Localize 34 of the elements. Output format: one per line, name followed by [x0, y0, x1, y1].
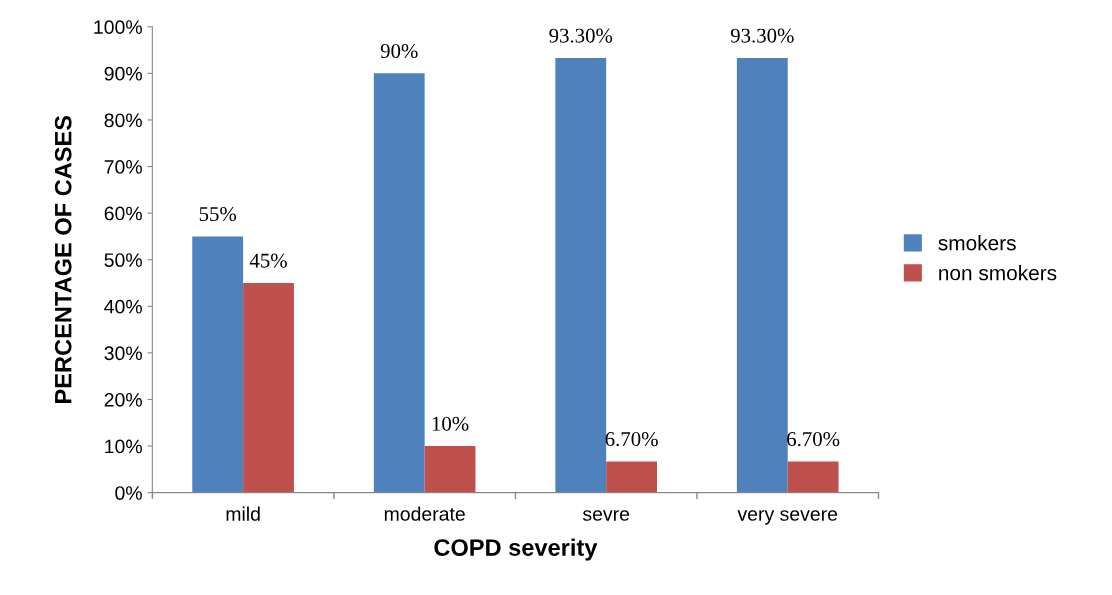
legend-label: smokers	[938, 235, 1016, 251]
x-axis-title: COPD severity	[434, 538, 598, 561]
bar	[243, 283, 294, 493]
y-axis-title: PERCENTAGE OF CASES	[54, 115, 72, 403]
y-tick-label: 0%	[115, 486, 142, 500]
data-label: 6.70%	[787, 432, 840, 447]
data-label: 90%	[380, 43, 418, 59]
bar	[192, 236, 244, 493]
y-tick-label: 50%	[104, 253, 142, 267]
y-tick-label: 70%	[104, 160, 142, 174]
data-label: 93.30%	[549, 28, 613, 43]
data-label: 45%	[249, 253, 287, 268]
data-label: 10%	[432, 416, 469, 431]
x-tick-label: mild	[226, 506, 260, 521]
legend-label: non smokers	[939, 265, 1057, 281]
data-label: 55%	[199, 207, 237, 222]
bar	[736, 57, 788, 493]
bar	[606, 461, 658, 493]
bar	[373, 73, 425, 493]
y-tick-label: 10%	[105, 439, 142, 454]
data-label: 93.30%	[730, 28, 794, 43]
x-tick-label: sevre	[582, 510, 630, 521]
y-tick-label: 80%	[104, 113, 142, 128]
x-tick-label: very severe	[737, 510, 838, 525]
y-tick-label: 90%	[104, 66, 142, 81]
bar	[424, 446, 476, 493]
y-tick-label: 60%	[104, 206, 142, 221]
y-tick-label: 100%	[94, 20, 142, 35]
bar	[787, 461, 839, 493]
y-tick-label: 40%	[104, 299, 142, 314]
bar	[555, 57, 607, 493]
y-tick-label: 20%	[104, 392, 142, 407]
y-tick-label: 30%	[104, 346, 142, 361]
x-tick-label: moderate	[384, 506, 465, 521]
